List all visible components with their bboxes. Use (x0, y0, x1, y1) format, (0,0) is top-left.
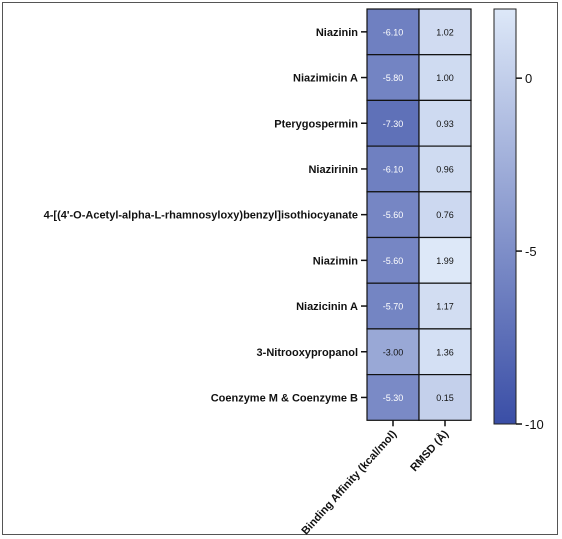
cell-value-label: -5.30 (383, 393, 404, 403)
cell-value-label: 1.99 (436, 256, 454, 266)
row-label: 3-Nitrooxypropanol (257, 347, 358, 359)
column-labels: Binding Affinity (kcal/mol) RMSD (Å) (299, 420, 451, 537)
column-label: RMSD (Å) (408, 427, 452, 474)
heatmap-cell (418, 328, 472, 376)
cell-value-label: 1.17 (436, 302, 454, 312)
row-label: Niazinin (316, 27, 358, 39)
heatmap-cell (366, 191, 420, 239)
heatmap-cell (366, 374, 420, 421)
colorbar-tick-label: -10 (525, 417, 544, 432)
figure-frame (2, 2, 558, 535)
colorbar: 0 -5 -10 (493, 8, 544, 432)
heatmap-cell (418, 54, 472, 102)
cell-value-label: 0.76 (436, 210, 454, 220)
colorbar-gradient (493, 8, 517, 425)
cell-value-label: -7.30 (383, 119, 404, 129)
row-label: Pterygospermin (274, 118, 358, 130)
cell-value-label: 0.93 (436, 119, 454, 129)
heatmap-grid: -6.10 1.02 -5.80 1.00 -7.30 0.93 -6.10 0.96 -5.6… (366, 8, 472, 421)
heatmap-cell (418, 145, 472, 193)
cell-value-label: -5.60 (383, 210, 404, 220)
heatmap-cell (418, 282, 472, 330)
heatmap-cell (366, 236, 420, 284)
row-label: Niazimin (313, 255, 359, 267)
row-label: Coenzyme M & Coenzyme B (211, 392, 358, 404)
cell-value-label: -6.10 (383, 164, 404, 174)
colorbar-tick-label: 0 (525, 71, 532, 86)
cell-value-label: -5.60 (383, 256, 404, 266)
cell-value-label: 1.02 (436, 27, 454, 37)
cell-value-label: -5.70 (383, 302, 404, 312)
cell-value-label: 1.36 (436, 347, 454, 357)
heatmap-cell (366, 328, 420, 376)
row-label: 4-[(4'-O-Acetyl-alpha-L-rhamnosyloxy)ben… (44, 210, 358, 222)
cell-value-label: 0.96 (436, 164, 454, 174)
heatmap-cell (418, 99, 472, 147)
cell-value-label: -3.00 (383, 347, 404, 357)
row-label: Niazirinin (308, 164, 358, 176)
cell-value-label: -6.10 (383, 27, 404, 37)
cell-value-label: 0.15 (436, 393, 454, 403)
row-label: Niazicinin A (296, 301, 358, 313)
column-label: Binding Affinity (kcal/mol) (299, 428, 399, 537)
cell-value-label: -5.80 (383, 73, 404, 83)
row-labels: Niazinin Niazimicin A Pterygospermin Niazir… (44, 27, 367, 404)
heatmap-cell (418, 236, 472, 284)
row-label: Niazimicin A (293, 73, 358, 85)
colorbar-tick-label: -5 (525, 244, 537, 259)
cell-value-label: 1.00 (436, 73, 454, 83)
